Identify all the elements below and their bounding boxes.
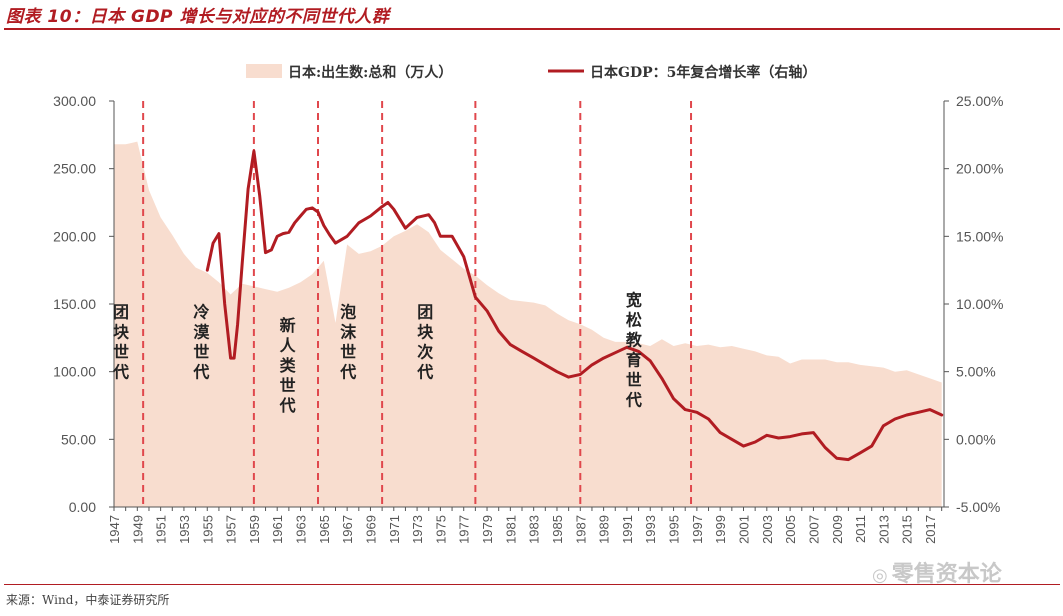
generation-label-char: 代: [279, 396, 296, 415]
x-tick-label: 1953: [177, 515, 192, 544]
x-tick-label: 1947: [107, 515, 122, 544]
left-tick-label: 100.00: [53, 364, 96, 380]
generation-label-char: 次: [417, 343, 433, 362]
generation-label-char: 松: [626, 310, 642, 329]
generation-label-char: 冷: [193, 303, 209, 322]
x-tick-label: 1955: [200, 515, 215, 544]
watermark: ◎ 零售资本论: [872, 556, 1002, 588]
x-tick-label: 2009: [830, 515, 845, 544]
generation-label-char: 块: [113, 323, 130, 342]
generation-label-char: 代: [625, 390, 642, 409]
generation-label-char: 世: [626, 370, 642, 389]
x-tick-label: 1949: [130, 515, 145, 544]
x-tick-label: 1977: [457, 515, 472, 544]
generation-label-char: 代: [112, 363, 129, 382]
x-tick-label: 1979: [480, 515, 495, 544]
x-tick-label: 1961: [270, 515, 285, 544]
x-tick-label: 1971: [387, 515, 402, 544]
generation-label-char: 代: [192, 363, 209, 382]
x-tick-label: 1997: [690, 515, 705, 544]
title-divider: [4, 28, 1060, 30]
footer-divider: [4, 584, 1060, 585]
left-tick-label: 200.00: [53, 228, 96, 244]
generation-label-char: 世: [193, 343, 209, 362]
x-tick-label: 2007: [806, 515, 821, 544]
generation-label-char: 人: [280, 336, 297, 355]
x-tick-label: 1981: [503, 515, 518, 544]
right-tick-label: 15.00%: [956, 228, 1003, 244]
generation-label-char: 教: [626, 330, 643, 349]
generation-label-char: 代: [339, 363, 356, 382]
x-tick-label: 1999: [713, 515, 728, 544]
wechat-icon: ◎: [872, 565, 888, 586]
generation-label-char: 块: [417, 323, 434, 342]
x-tick-label: 1987: [573, 515, 588, 544]
right-tick-label: 25.00%: [956, 93, 1003, 109]
x-tick-label: 2001: [736, 515, 751, 544]
generation-label-char: 育: [626, 350, 642, 369]
right-tick-label: -5.00%: [956, 499, 1000, 515]
generation-label-char: 世: [113, 343, 129, 362]
gdp-growth-line: [205, 149, 944, 462]
legend-line-label: 日本GDP：5年复合增长率（右轴）: [590, 64, 816, 81]
x-tick-label: 1975: [433, 515, 448, 544]
generation-label-char: 漠: [193, 323, 210, 342]
left-tick-label: 50.00: [61, 431, 96, 447]
x-tick-label: 1959: [247, 515, 262, 544]
x-tick-label: 1985: [550, 515, 565, 544]
x-tick-label: 1973: [410, 515, 425, 544]
x-tick-label: 1963: [294, 515, 309, 544]
left-tick-label: 0.00: [69, 499, 96, 515]
x-tick-label: 2003: [760, 515, 775, 544]
x-tick-label: 1967: [340, 515, 355, 544]
right-tick-label: 0.00%: [956, 431, 996, 447]
generation-label-char: 代: [416, 363, 433, 382]
generation-label-char: 团: [417, 303, 433, 322]
x-tick-label: 1965: [317, 515, 332, 544]
x-tick-label: 2017: [923, 515, 938, 544]
x-tick-label: 1983: [527, 515, 542, 544]
generation-label-char: 世: [280, 376, 296, 395]
x-tick-label: 1957: [224, 515, 239, 544]
x-tick-label: 2011: [853, 515, 868, 543]
x-tick-label: 1989: [597, 515, 612, 544]
source-note: 来源：Wind，中泰证券研究所: [6, 593, 170, 607]
generation-label-char: 新: [280, 316, 296, 335]
generation-label-char: 沫: [340, 323, 357, 342]
legend-area-swatch: [246, 64, 282, 78]
x-tick-label: 2013: [876, 515, 891, 544]
x-tick-label: 1969: [363, 515, 378, 544]
births-area: [114, 141, 942, 507]
generation-label-char: 宽: [626, 290, 642, 309]
generation-label-char: 类: [280, 356, 297, 375]
watermark-text: 零售资本论: [891, 562, 1002, 587]
left-tick-label: 150.00: [53, 296, 96, 312]
legend-area-label: 日本:出生数:总和（万人）: [288, 64, 452, 81]
generation-label-char: 世: [340, 343, 356, 362]
x-tick-label: 2005: [783, 515, 798, 544]
left-tick-label: 300.00: [53, 93, 96, 109]
generation-label-char: 泡: [340, 303, 356, 322]
right-tick-label: 10.00%: [956, 296, 1003, 312]
x-tick-label: 2015: [900, 515, 915, 544]
chart-title: 图表 10：日本 GDP 增长与对应的不同世代人群: [6, 7, 390, 27]
right-tick-label: 5.00%: [956, 364, 996, 380]
x-tick-label: 1993: [643, 515, 658, 544]
x-tick-label: 1991: [620, 515, 635, 544]
x-tick-label: 1995: [667, 515, 682, 544]
generation-label-char: 团: [113, 303, 129, 322]
right-tick-label: 20.00%: [956, 161, 1003, 177]
x-tick-label: 1951: [154, 515, 169, 544]
left-tick-label: 250.00: [53, 161, 96, 177]
